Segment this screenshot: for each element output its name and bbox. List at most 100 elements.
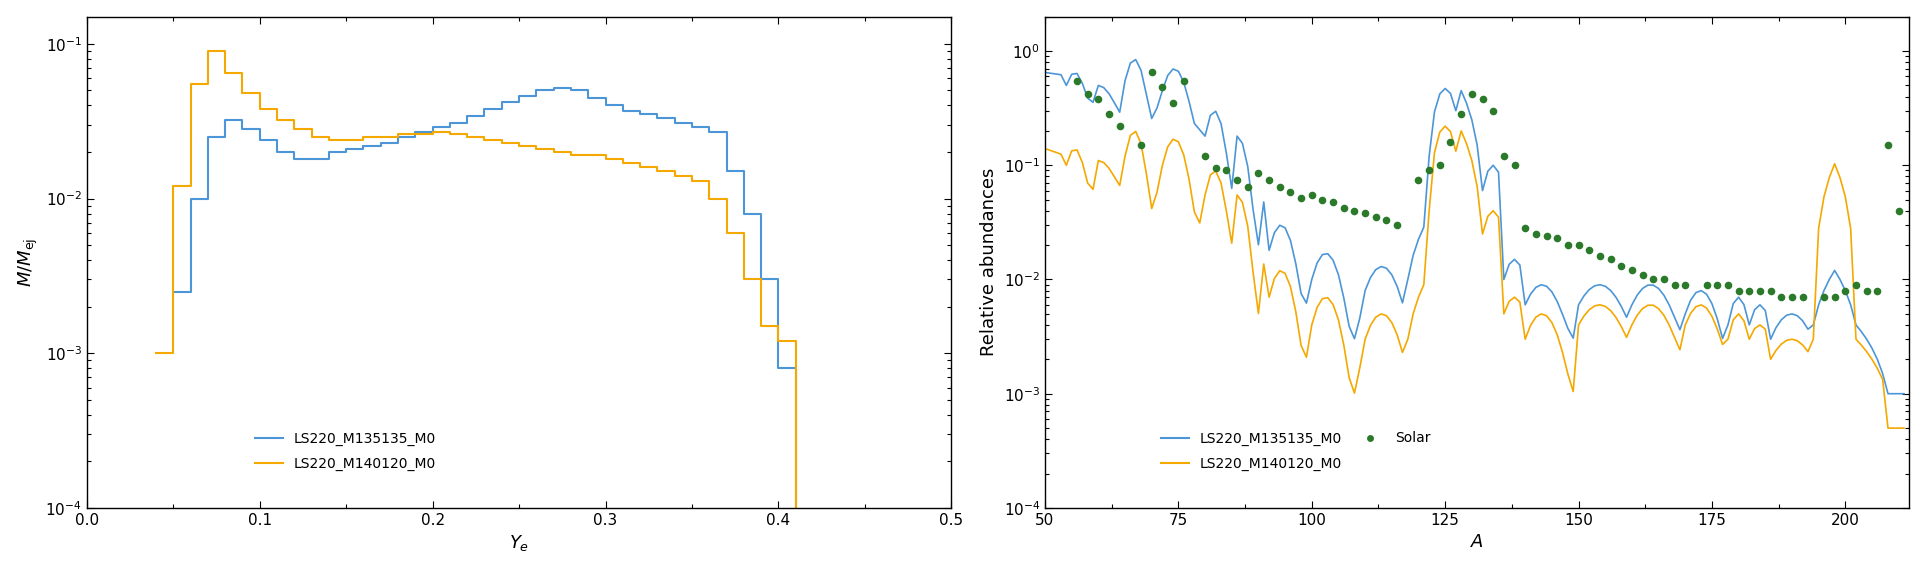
Solar: [1872, 141, 1903, 150]
Solar: [1809, 292, 1839, 302]
LS220_M135135_M0: [1604, 294, 1627, 300]
Solar: [1477, 106, 1508, 115]
LS220_M135135_M0: [300, 156, 324, 162]
Solar: [1371, 215, 1402, 225]
Solar: [1061, 76, 1092, 86]
Solar: [1884, 206, 1914, 215]
Solar: [1649, 275, 1679, 284]
Solar: [1787, 292, 1818, 302]
LS220_M140120_M0: [628, 160, 651, 166]
LS220_M135135_M0: [162, 288, 185, 295]
Solar: [1637, 275, 1668, 284]
Solar: [1339, 206, 1369, 215]
Solar: [1851, 286, 1882, 295]
Solar: [1456, 89, 1487, 99]
Solar: [1820, 292, 1851, 302]
Solar: [1350, 209, 1381, 218]
LS220_M140120_M0: [576, 152, 599, 159]
LS220_M135135_M0: [300, 156, 324, 162]
Solar: [1308, 195, 1339, 204]
Legend: LS220_M135135_M0, LS220_M140120_M0: LS220_M135135_M0, LS220_M140120_M0: [250, 426, 441, 477]
Solar: [1616, 266, 1647, 275]
Solar: [1520, 230, 1550, 239]
LS220_M140120_M0: [1315, 294, 1339, 301]
Solar: [1233, 182, 1263, 191]
Line: LS220_M140120_M0: LS220_M140120_M0: [156, 51, 847, 555]
Solar: [1190, 152, 1221, 161]
LS220_M135135_M0: [541, 84, 564, 91]
Line: LS220_M135135_M0: LS220_M135135_M0: [1046, 60, 1905, 394]
Solar: [1830, 286, 1861, 295]
Solar: [1414, 166, 1444, 175]
LS220_M135135_M0: [749, 210, 772, 217]
Solar: [1402, 175, 1433, 184]
Solar: [1745, 286, 1776, 295]
Solar: [1104, 121, 1134, 131]
Solar: [1564, 241, 1595, 250]
LS220_M135135_M0: [1321, 257, 1344, 264]
Solar: [1211, 166, 1242, 175]
Solar: [1841, 280, 1872, 289]
Solar: [1755, 286, 1785, 295]
Solar: [1242, 169, 1273, 178]
Solar: [1073, 89, 1104, 99]
LS220_M140120_M0: [767, 323, 790, 329]
Solar: [1082, 95, 1113, 104]
Solar: [1552, 241, 1583, 250]
Solar: [1148, 83, 1179, 92]
Solar: [1317, 197, 1348, 206]
Solar: [1360, 213, 1391, 222]
Solar: [1435, 137, 1466, 146]
Solar: [1425, 161, 1456, 170]
Line: LS220_M135135_M0: LS220_M135135_M0: [173, 88, 813, 555]
Solar: [1766, 292, 1797, 302]
LS220_M140120_M0: [784, 551, 807, 558]
Solar: [1585, 251, 1616, 260]
Line: LS220_M140120_M0: LS220_M140120_M0: [1046, 126, 1905, 428]
LS220_M140120_M0: [1604, 314, 1627, 321]
LS220_M135135_M0: [784, 551, 807, 558]
Solar: [1670, 280, 1701, 289]
Solar: [1136, 68, 1167, 77]
X-axis label: $Y_e$: $Y_e$: [508, 534, 530, 553]
Solar: [1658, 280, 1689, 289]
Solar: [1169, 76, 1200, 86]
Solar: [1296, 190, 1327, 200]
LS220_M140120_M0: [1107, 182, 1131, 189]
Solar: [1543, 234, 1574, 243]
Solar: [1498, 161, 1529, 170]
Solar: [1776, 292, 1807, 302]
Solar: [1691, 280, 1722, 289]
Solar: [1125, 141, 1156, 150]
Y-axis label: $M/M_{\rm ej}$: $M/M_{\rm ej}$: [17, 238, 40, 287]
LS220_M135135_M0: [524, 93, 547, 100]
Solar: [1606, 262, 1637, 271]
LS220_M140120_M0: [1722, 316, 1745, 323]
Solar: [1510, 224, 1541, 233]
LS220_M135135_M0: [1315, 250, 1339, 257]
Y-axis label: Relative abundances: Relative abundances: [980, 168, 998, 356]
Solar: [1446, 109, 1477, 119]
LS220_M140120_M0: [196, 47, 220, 54]
Solar: [1275, 188, 1306, 197]
Solar: [1200, 163, 1231, 172]
Solar: [1574, 246, 1604, 255]
LS220_M140120_M0: [1433, 123, 1456, 129]
LS220_M135135_M0: [1722, 300, 1745, 307]
Solar: [1531, 231, 1562, 241]
LS220_M140120_M0: [559, 152, 582, 159]
Solar: [1158, 99, 1188, 108]
LS220_M140120_M0: [1034, 145, 1057, 152]
Solar: [1381, 221, 1412, 230]
LS220_M140120_M0: [144, 350, 168, 357]
Solar: [1703, 280, 1733, 289]
Solar: [1862, 286, 1893, 295]
LS220_M140120_M0: [593, 156, 616, 162]
Solar: [1094, 109, 1125, 119]
Solar: [1468, 95, 1498, 104]
Solar: [1712, 280, 1743, 289]
Legend: LS220_M135135_M0, LS220_M140120_M0, Solar: LS220_M135135_M0, LS220_M140120_M0, Sola…: [1156, 426, 1437, 477]
Solar: [1263, 182, 1294, 191]
Solar: [1595, 255, 1626, 264]
LS220_M135135_M0: [1125, 56, 1148, 63]
